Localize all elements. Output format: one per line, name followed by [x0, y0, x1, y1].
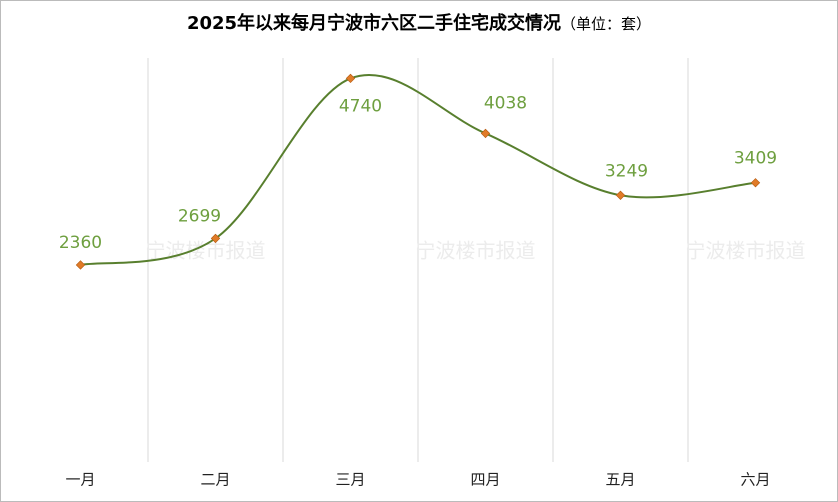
x-tick-label: 三月 — [335, 471, 365, 489]
data-label: 2699 — [178, 206, 221, 226]
data-label: 3249 — [605, 161, 648, 181]
marker — [750, 178, 761, 188]
chart-title: 2025年以来每月宁波市六区二手住宅成交情况 — [187, 12, 561, 34]
watermark: 宁波楼市报道 — [686, 239, 806, 263]
x-tick-label: 六月 — [740, 471, 770, 489]
data-label: 3409 — [734, 149, 777, 169]
chart-title-group: 2025年以来每月宁波市六区二手住宅成交情况（单位：套） — [187, 12, 651, 34]
marker — [210, 233, 221, 244]
marker — [615, 190, 626, 200]
data-label: 2360 — [59, 233, 102, 253]
x-tick-label: 五月 — [605, 471, 635, 489]
x-tick-label: 一月 — [65, 471, 95, 489]
marker — [480, 128, 491, 139]
data-label: 4038 — [484, 93, 527, 113]
x-tick-label: 四月 — [470, 471, 500, 489]
unit-note: （单位：套） — [561, 15, 651, 33]
marker — [75, 260, 86, 270]
data-label: 4740 — [339, 96, 382, 116]
watermark: 宁波楼市报道 — [416, 239, 536, 263]
x-tick-label: 二月 — [200, 471, 230, 489]
marker — [345, 73, 356, 84]
